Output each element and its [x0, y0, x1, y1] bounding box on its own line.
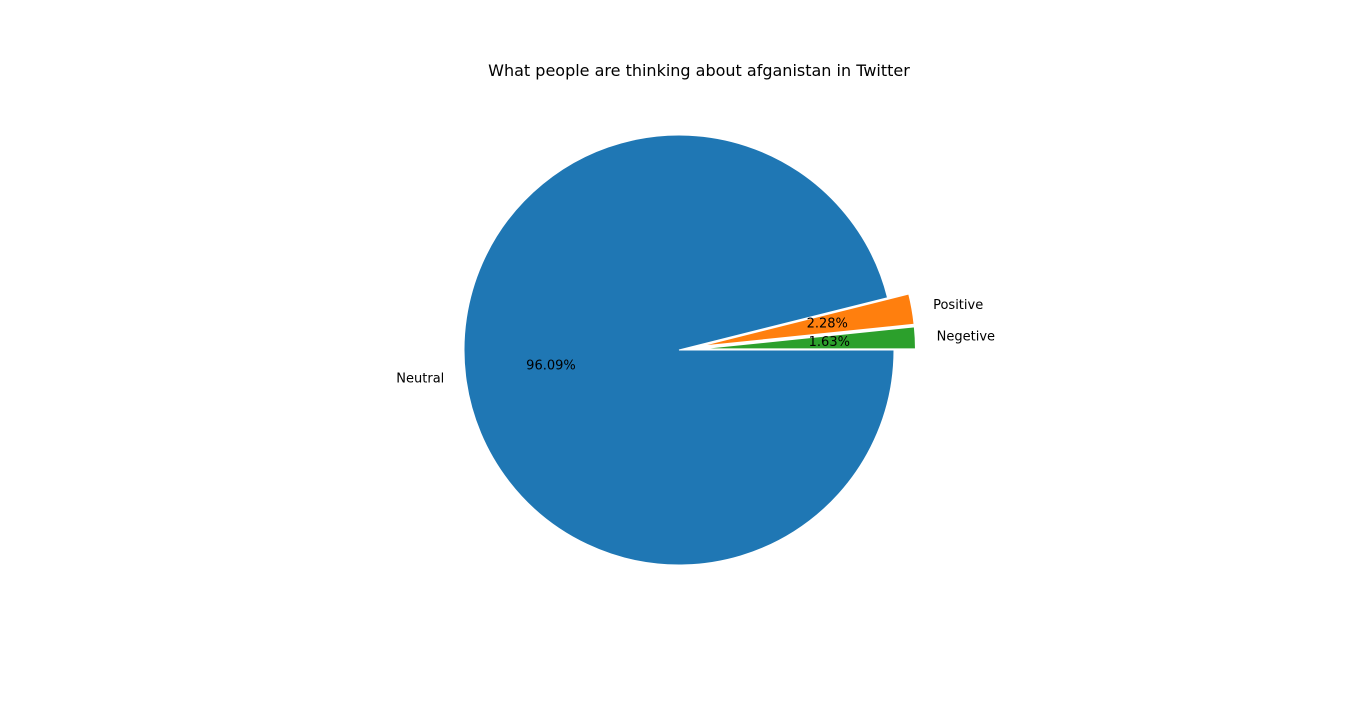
pie-slice-neutral — [463, 134, 895, 566]
pie-slices — [463, 134, 916, 566]
pie-labels: Neutral 96.09% Positive 2.28% Negetive 1.63% — [396, 298, 995, 387]
chart-title: What people are thinking about afganista… — [488, 61, 910, 80]
slice-percent-negetive: 1.63% — [809, 335, 850, 350]
slice-label-positive: Positive — [933, 298, 983, 313]
pie-slice-negetive — [700, 326, 916, 350]
slice-percent-neutral: 96.09% — [526, 358, 576, 373]
slice-label-negetive: Negetive — [937, 329, 995, 344]
pie-slice-positive — [700, 293, 915, 347]
slice-label-neutral: Neutral — [396, 371, 444, 386]
slice-percent-positive: 2.28% — [807, 316, 848, 331]
